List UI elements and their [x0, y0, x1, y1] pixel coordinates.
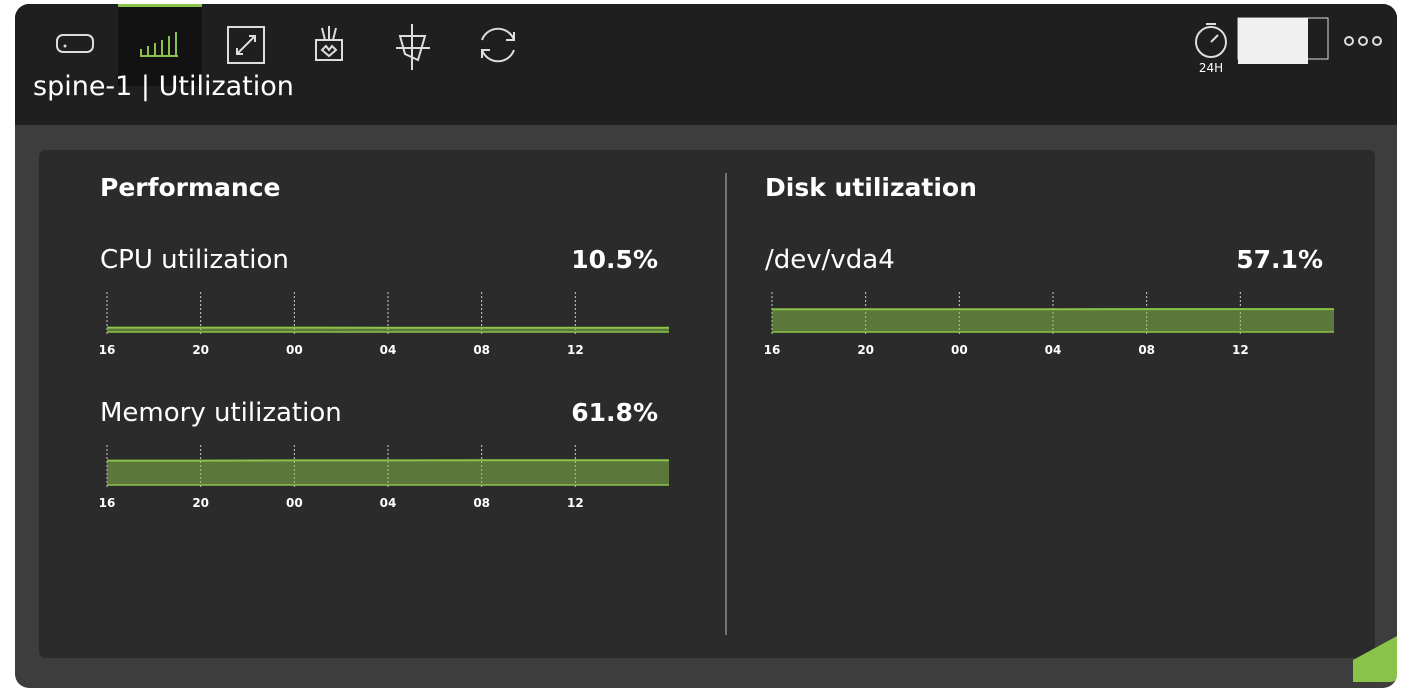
- time-range-label: 24H: [1199, 61, 1223, 75]
- x-tick-label: 04: [380, 343, 397, 357]
- x-tick-label: 16: [99, 496, 116, 510]
- x-tick-label: 00: [286, 343, 303, 357]
- x-tick-label: 12: [1232, 343, 1249, 357]
- x-tick-label: 20: [192, 343, 209, 357]
- x-tick-label: 16: [99, 343, 116, 357]
- metric-value: 10.5%: [571, 245, 658, 274]
- x-tick-label: 00: [286, 496, 303, 510]
- tab-indicator: [118, 4, 202, 7]
- x-tick-label: 16: [764, 343, 781, 357]
- x-tick-label: 04: [1045, 343, 1062, 357]
- x-tick-label: 12: [567, 496, 584, 510]
- page-title: spine-1 | Utilization: [33, 71, 294, 102]
- x-tick-label: 08: [473, 496, 490, 510]
- metric-name: /dev/vda4: [765, 245, 895, 275]
- metric-name: CPU utilization: [100, 245, 289, 275]
- metric-value: 57.1%: [1236, 245, 1323, 274]
- x-tick-label: 08: [1138, 343, 1155, 357]
- header-bar: [15, 4, 1397, 125]
- metric-name: Memory utilization: [100, 398, 342, 428]
- x-tick-label: 04: [380, 496, 397, 510]
- x-tick-label: 20: [192, 496, 209, 510]
- toggle-knob[interactable]: [1238, 18, 1308, 64]
- area: [772, 309, 1334, 332]
- area: [107, 460, 669, 485]
- metric-value: 61.8%: [571, 398, 658, 427]
- section-title: Disk utilization: [765, 173, 977, 202]
- x-tick-label: 12: [567, 343, 584, 357]
- x-tick-label: 08: [473, 343, 490, 357]
- x-tick-label: 20: [857, 343, 874, 357]
- x-tick-label: 00: [951, 343, 968, 357]
- section-title: Performance: [100, 173, 280, 202]
